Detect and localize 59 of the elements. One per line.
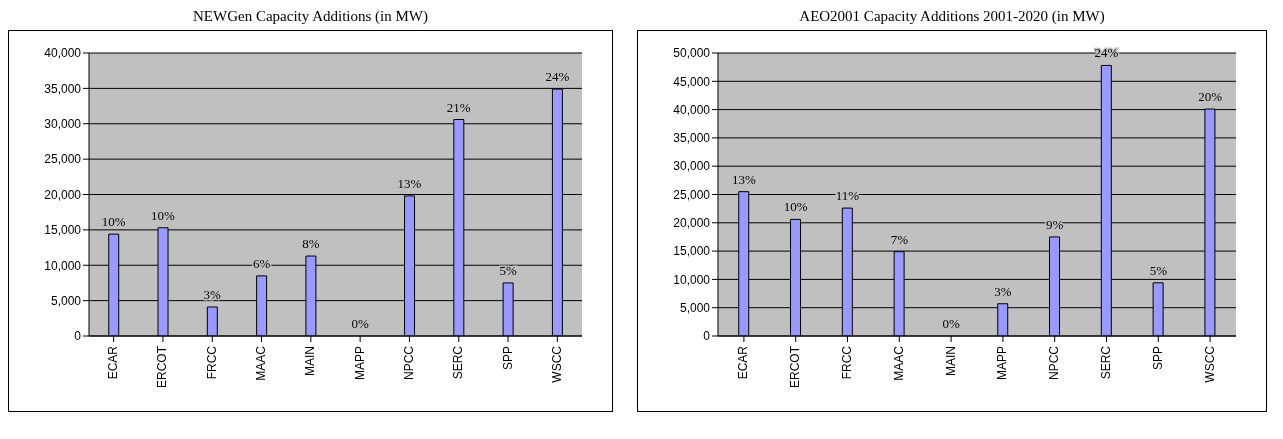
y-tick-label: 40,000 xyxy=(673,102,711,117)
x-tick-label: MAPP xyxy=(352,346,367,381)
y-tick-label: 20,000 xyxy=(673,216,711,231)
x-tick-label: ERCOT xyxy=(155,345,170,388)
y-tick-label: 5,000 xyxy=(679,300,711,315)
y-tick-label: 45,000 xyxy=(673,74,711,89)
annotation: 10% xyxy=(151,207,176,223)
x-tick-label: ECAR xyxy=(736,345,751,380)
annotation: 10% xyxy=(783,199,808,215)
x-tick-label: ERCOT xyxy=(788,345,803,388)
annotation: 0% xyxy=(351,316,369,331)
annotation: 13% xyxy=(397,175,422,191)
y-tick-label: 10,000 xyxy=(44,258,82,273)
y-tick-label: 35,000 xyxy=(44,81,82,96)
annotation: 7% xyxy=(890,231,909,247)
y-tick-label: 30,000 xyxy=(44,117,82,132)
y-tick-label: 5,000 xyxy=(50,293,82,308)
x-tick-label: FRCC xyxy=(840,345,855,380)
chart-title: NEWGen Capacity Additions (in MW) xyxy=(192,8,429,26)
x-tick-label: FRCC xyxy=(204,345,219,380)
x-tick-label: WSCC xyxy=(1202,345,1217,383)
y-tick-label: 50,000 xyxy=(673,46,711,61)
annotation: 20% xyxy=(1198,89,1223,105)
y-tick-label: 0 xyxy=(703,329,711,344)
annotation: 13% xyxy=(731,171,756,187)
x-tick-label: MAPP xyxy=(995,346,1010,381)
x-tick-label: WSCC xyxy=(549,345,564,383)
x-tick-label: ECAR xyxy=(106,345,121,380)
x-tick-label: SPP xyxy=(500,346,515,371)
y-tick-label: 35,000 xyxy=(673,131,711,146)
x-tick-label: MAAC xyxy=(891,345,906,381)
annotation: 3% xyxy=(203,286,222,302)
x-tick-label: SERC xyxy=(1099,345,1114,380)
x-tick-label: SPP xyxy=(1150,346,1165,371)
annotation: 8% xyxy=(302,236,320,252)
y-tick-label: 0 xyxy=(74,329,82,344)
annotation: 5% xyxy=(1149,262,1168,278)
annotation: 21% xyxy=(446,99,471,115)
x-tick-label: MAIN xyxy=(303,346,318,376)
annotation: 24% xyxy=(545,69,570,85)
annotation: 3% xyxy=(994,283,1012,299)
annotation: 0% xyxy=(942,316,960,331)
x-tick-label: NPCC xyxy=(1047,345,1062,381)
annotation: 24% xyxy=(1094,45,1119,61)
y-tick-label: 40,000 xyxy=(44,46,82,61)
y-tick-label: 15,000 xyxy=(44,223,82,238)
x-tick-label: SERC xyxy=(451,345,466,380)
chart-title: AEO2001 Capacity Additions 2001-2020 (in MW) xyxy=(798,8,1106,26)
annotation: 10% xyxy=(101,214,126,230)
x-tick-label: NPCC xyxy=(401,345,416,381)
annotation: 5% xyxy=(499,262,517,278)
y-tick-label: 10,000 xyxy=(673,272,711,287)
y-tick-label: 15,000 xyxy=(673,244,711,259)
x-tick-label: MAAC xyxy=(254,345,269,381)
y-tick-label: 30,000 xyxy=(673,159,711,174)
y-tick-label: 25,000 xyxy=(44,152,82,167)
y-tick-label: 25,000 xyxy=(673,187,711,202)
y-tick-label: 20,000 xyxy=(44,187,82,202)
x-tick-label: MAIN xyxy=(943,346,958,376)
